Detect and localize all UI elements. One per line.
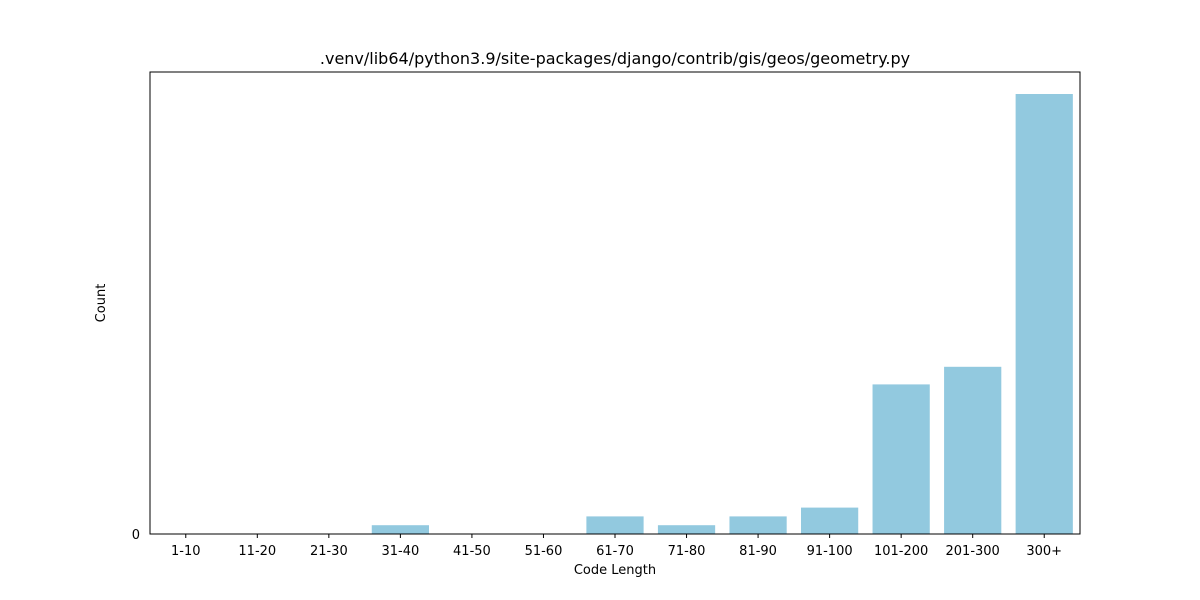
x-tick-label: 21-30 <box>310 544 348 559</box>
x-tick-label: 51-60 <box>525 544 563 559</box>
plot-frame <box>149 71 1081 535</box>
y-tick-label-zero: 0 <box>132 528 140 543</box>
chart-title: .venv/lib64/python3.9/site-packages/djan… <box>320 49 910 68</box>
bar-101-200 <box>872 384 930 534</box>
bar-31-40 <box>371 525 429 534</box>
bar-61-70 <box>586 516 644 534</box>
bar-71-80 <box>657 525 716 534</box>
x-tick-label: 31-40 <box>381 544 419 559</box>
x-tick-label: 61-70 <box>596 544 634 559</box>
x-axis-ticks: 1-10 11-20 21-30 31-40 41-50 51-60 61-70 71-80 8… <box>171 534 1062 559</box>
x-tick-label: 71-80 <box>668 544 706 559</box>
x-tick-label: 300+ <box>1026 544 1062 559</box>
bar-300+ <box>1015 94 1073 534</box>
bar-201-300 <box>944 366 1002 534</box>
x-tick-label: 201-300 <box>946 544 1000 559</box>
x-tick-label: 11-20 <box>238 544 276 559</box>
x-tick-label: 1-10 <box>171 544 201 559</box>
x-tick-label: 91-100 <box>807 544 853 559</box>
bars-group <box>371 94 1073 534</box>
y-axis-label: Count <box>94 284 109 323</box>
x-tick-label: 41-50 <box>453 544 491 559</box>
bar-81-90 <box>729 516 787 534</box>
x-axis-label: Code Length <box>574 563 656 578</box>
bar-91-100 <box>801 507 859 534</box>
x-tick-label: 101-200 <box>874 544 928 559</box>
x-tick-label: 81-90 <box>739 544 777 559</box>
